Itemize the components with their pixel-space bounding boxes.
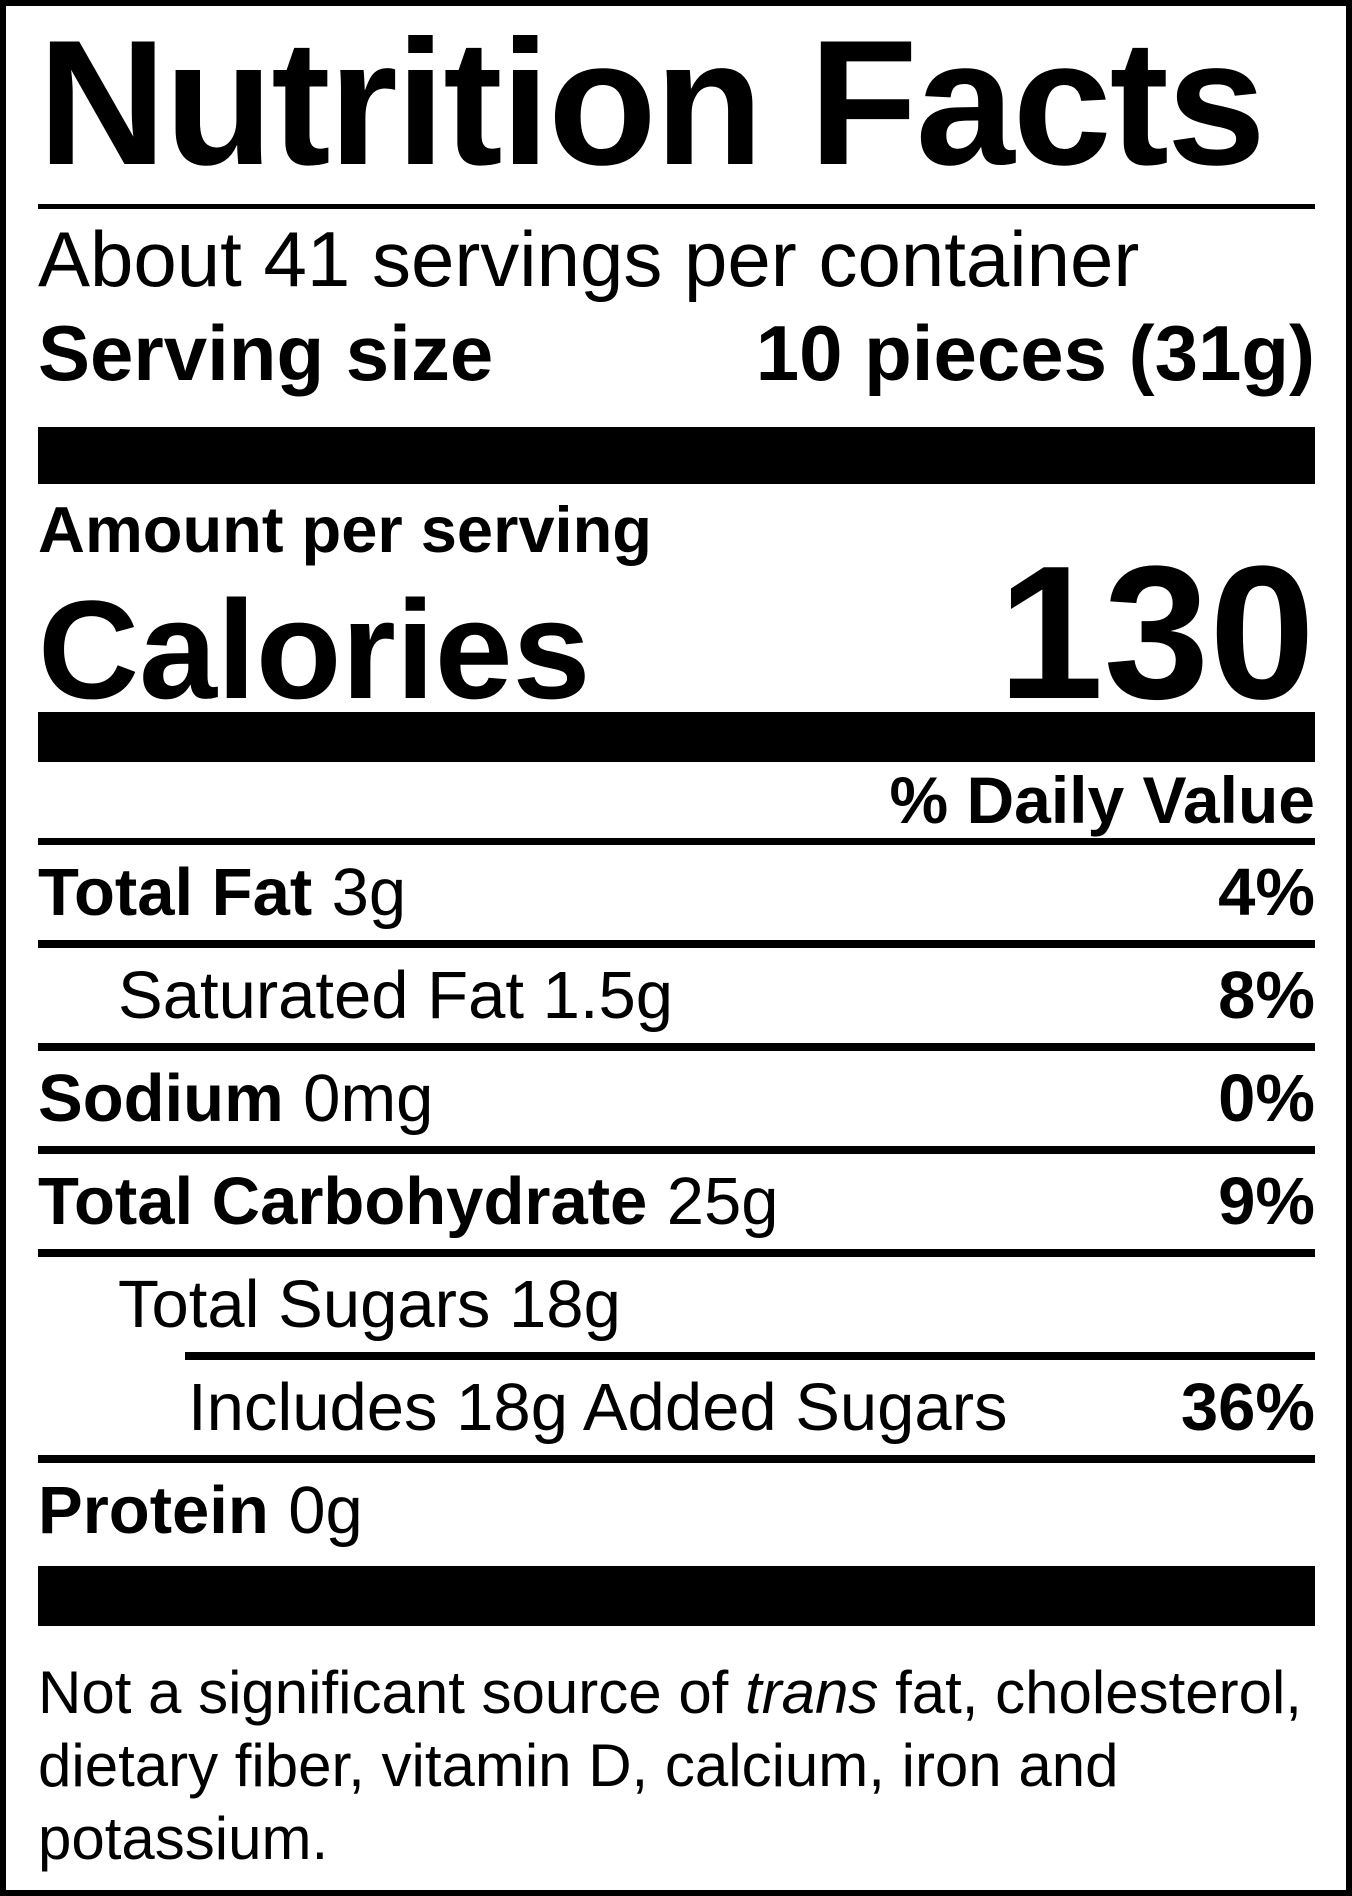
footnote-italic-trans: trans [745,1659,879,1726]
daily-value-header: % Daily Value [38,762,1315,845]
nutrient-name: Protein [38,1473,269,1548]
nutrient-daily-value: 8% [1218,958,1315,1033]
nutrient-amount: 0mg [303,1061,434,1136]
nutrient-label: Saturated Fat 1.5g [38,957,673,1034]
nutrient-row-saturated-fat: Saturated Fat 1.5g 8% [38,948,1315,1051]
serving-size-label: Serving size [38,309,494,397]
nutrient-amount: Includes 18g Added Sugars [188,1370,1008,1445]
nutrient-name: Total Fat [38,855,313,930]
nutrient-daily-value: 0% [1218,1061,1315,1136]
calories-value: 130 [997,527,1315,739]
calories-label: Calories [38,571,591,728]
nutrient-label: Total Carbohydrate 25g [38,1163,779,1240]
label-content: Nutrition Facts About 41 servings per co… [6,3,1346,1890]
nutrient-label: Protein 0g [38,1472,363,1549]
nutrient-row-protein: Protein 0g [38,1463,1315,1558]
nutrient-row-added-sugars: Includes 18g Added Sugars 36% [38,1360,1315,1463]
thick-bar-bottom [38,1566,1315,1626]
divider-under-title [38,204,1315,209]
nutrient-amount: Saturated Fat 1.5g [118,958,673,1033]
amount-per-serving: Amount per serving [38,493,652,566]
nutrient-row-total-fat: Total Fat 3g 4% [38,845,1315,948]
nutrient-row-total-carbohydrate: Total Carbohydrate 25g 9% [38,1154,1315,1257]
footnote-post: fat, cholesterol, dietary fiber, vitamin… [38,1659,1302,1872]
nutrient-daily-value: 9% [1218,1164,1315,1239]
nutrient-row-sodium: Sodium 0mg 0% [38,1051,1315,1154]
thick-bar-top [38,427,1315,484]
nutrient-daily-value: 4% [1218,855,1315,930]
thick-bar-under-calories [38,712,1315,762]
nutrient-amount: 3g [331,855,407,930]
serving-size-row: Serving size 10 pieces (31g) [38,307,1315,399]
servings-per-container: About 41 servings per container [38,215,1140,303]
nutrient-daily-value: 36% [1180,1370,1315,1445]
label-title: Nutrition Facts [38,3,1266,202]
nutrient-amount: 25g [666,1164,779,1239]
nutrient-amount: 0g [288,1473,363,1548]
nutrient-name: Total Carbohydrate [38,1164,648,1239]
serving-size-value: 10 pieces (31g) [755,309,1315,397]
daily-value-header-text: % Daily Value [889,763,1315,837]
nutrient-row-total-sugars: Total Sugars 18g [38,1257,1315,1352]
nutrient-label: Total Sugars 18g [38,1266,621,1343]
nutrient-label: Total Fat 3g [38,854,406,931]
nutrient-label: Includes 18g Added Sugars [38,1369,1008,1446]
nutrient-name: Sodium [38,1061,284,1136]
nutrient-label: Sodium 0mg [38,1060,433,1137]
footnote: Not a significant source of trans fat, c… [38,1656,1315,1875]
calories-row: Calories 130 [38,538,1315,728]
nutrient-amount: Total Sugars 18g [118,1267,621,1342]
footnote-pre: Not a significant source of [38,1659,746,1726]
divider-above-added-sugars [185,1352,1315,1360]
